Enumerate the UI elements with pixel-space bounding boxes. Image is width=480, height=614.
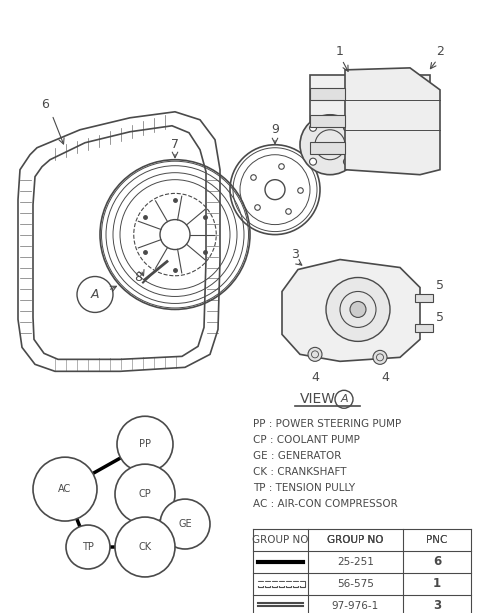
Circle shape: [66, 525, 110, 569]
Bar: [300, 581, 305, 587]
Text: 6: 6: [433, 556, 441, 569]
Text: A: A: [340, 394, 348, 404]
Bar: [253, 529, 471, 551]
Text: 4: 4: [381, 371, 389, 384]
Circle shape: [373, 351, 387, 364]
Bar: [265, 581, 270, 587]
Text: 1: 1: [433, 577, 441, 591]
Circle shape: [344, 124, 350, 131]
Text: 5: 5: [436, 311, 444, 324]
Text: 1: 1: [336, 45, 344, 58]
Text: CP: CP: [139, 489, 151, 499]
Circle shape: [326, 278, 390, 341]
Text: AC: AC: [59, 484, 72, 494]
Text: 3: 3: [433, 599, 441, 612]
Bar: [415, 324, 433, 332]
Text: PP: PP: [139, 439, 151, 449]
Bar: [310, 142, 345, 154]
Circle shape: [33, 457, 97, 521]
Circle shape: [310, 124, 316, 131]
Text: PNC: PNC: [426, 535, 448, 545]
Bar: [286, 581, 291, 587]
Text: 56-575: 56-575: [337, 579, 374, 589]
Circle shape: [300, 115, 360, 175]
Text: VIEW: VIEW: [300, 392, 336, 406]
Bar: [415, 295, 433, 303]
Text: 3: 3: [291, 247, 299, 260]
Text: 7: 7: [171, 138, 179, 150]
Text: TP : TENSION PULLY: TP : TENSION PULLY: [253, 483, 355, 493]
Text: 9: 9: [271, 123, 279, 136]
Text: 5: 5: [436, 279, 444, 292]
Text: CP : COOLANT PUMP: CP : COOLANT PUMP: [253, 435, 360, 445]
Circle shape: [77, 276, 113, 313]
Text: 25-251: 25-251: [337, 557, 374, 567]
Text: GE : GENERATOR: GE : GENERATOR: [253, 451, 341, 461]
Bar: [279, 581, 284, 587]
Bar: [310, 88, 345, 100]
Text: CK : CRANKSHAFT: CK : CRANKSHAFT: [253, 467, 347, 477]
Polygon shape: [282, 260, 420, 362]
Bar: [272, 581, 277, 587]
Text: GROUP NO: GROUP NO: [252, 535, 309, 545]
Text: 8: 8: [134, 271, 142, 284]
Text: GROUP NO: GROUP NO: [327, 535, 384, 545]
Text: 2: 2: [436, 45, 444, 58]
Text: AC : AIR-CON COMPRESSOR: AC : AIR-CON COMPRESSOR: [253, 499, 398, 509]
Circle shape: [308, 348, 322, 362]
Circle shape: [344, 158, 350, 165]
Text: 4: 4: [311, 371, 319, 384]
Bar: [310, 75, 430, 165]
Text: GROUP NO: GROUP NO: [327, 535, 384, 545]
Text: GROUP NO: GROUP NO: [327, 535, 384, 545]
Circle shape: [115, 464, 175, 524]
Text: A: A: [91, 288, 99, 301]
Text: 97-976-1: 97-976-1: [332, 601, 379, 611]
Text: TP: TP: [82, 542, 94, 552]
Text: CK: CK: [138, 542, 152, 552]
Bar: [310, 115, 345, 126]
Polygon shape: [345, 68, 440, 175]
Circle shape: [350, 301, 366, 317]
Text: PNC: PNC: [426, 535, 448, 545]
Circle shape: [115, 517, 175, 577]
Text: 6: 6: [41, 98, 49, 111]
Bar: [293, 581, 298, 587]
PathPatch shape: [33, 126, 206, 359]
Circle shape: [310, 158, 316, 165]
Bar: [258, 581, 263, 587]
Circle shape: [117, 416, 173, 472]
Text: PP : POWER STEERING PUMP: PP : POWER STEERING PUMP: [253, 419, 401, 429]
Circle shape: [160, 499, 210, 549]
Text: GE: GE: [178, 519, 192, 529]
